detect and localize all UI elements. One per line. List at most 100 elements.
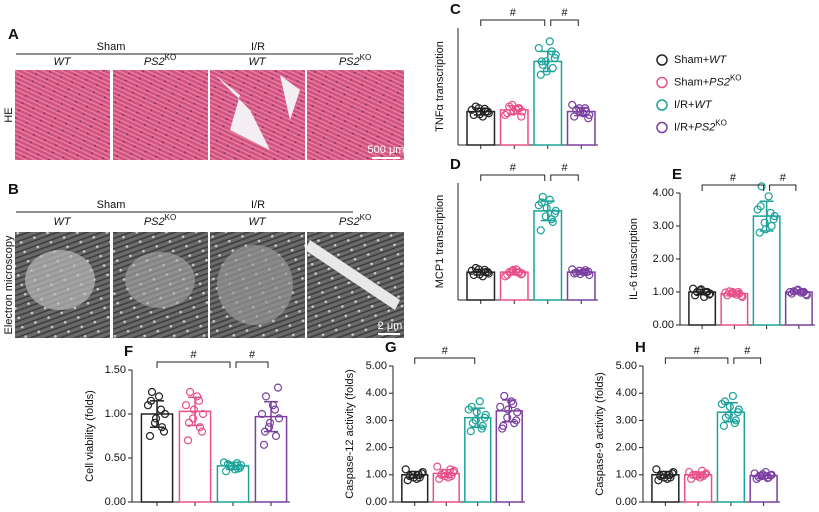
y-tick-label: 3.00	[366, 414, 387, 426]
scale-label: 500 μm	[368, 144, 405, 156]
error-bar	[188, 396, 202, 427]
data-point	[785, 287, 794, 297]
he-image	[113, 70, 208, 160]
significance-bracket	[414, 357, 476, 364]
data-point	[156, 405, 166, 414]
significance-label: #	[510, 162, 517, 174]
data-point	[184, 418, 194, 427]
error-bar	[473, 107, 488, 116]
y-axis-label: MCP1 transcription	[434, 195, 446, 289]
y-axis-label: IL-6 transcription	[628, 218, 640, 300]
error-bar	[407, 470, 422, 479]
legend-marker	[656, 121, 668, 134]
error-bar	[658, 470, 673, 479]
significance-label: #	[744, 345, 751, 357]
data-point	[656, 472, 665, 481]
label-italic: PS2	[144, 216, 165, 228]
data-point	[401, 465, 410, 474]
group-label: Sham	[97, 199, 126, 211]
label-italic: WT	[248, 216, 266, 228]
label-italic: WT	[694, 99, 712, 111]
legend-marker	[656, 76, 668, 89]
data-point	[700, 292, 709, 302]
data-point	[545, 37, 554, 46]
group-label: Sham	[97, 41, 126, 53]
data-point	[572, 268, 581, 277]
data-point	[769, 215, 778, 224]
data-point	[223, 460, 233, 469]
data-point	[183, 436, 193, 445]
error-bar	[473, 268, 488, 276]
data-point	[271, 431, 281, 441]
data-point	[733, 408, 742, 417]
data-point	[537, 198, 546, 207]
data-point	[513, 408, 522, 417]
panel-letter: D	[450, 156, 461, 173]
subgroup-label: PS2KO	[339, 213, 371, 228]
data-point	[475, 397, 484, 406]
data-point	[538, 60, 547, 69]
label-italic: WT	[53, 56, 71, 68]
significance-label: #	[442, 345, 449, 357]
panel-letter: E	[672, 166, 682, 183]
data-point	[265, 418, 275, 427]
legend-label: Sham+WT	[674, 54, 728, 66]
bar	[140, 413, 174, 503]
label-sup: KO	[360, 213, 372, 222]
label-sup: KO	[730, 74, 742, 83]
label-italic: WT	[53, 216, 71, 228]
y-tick-label: 1.50	[105, 364, 126, 376]
subgroup-label: PS2KO	[144, 213, 176, 228]
y-tick-label: 0.00	[616, 496, 637, 508]
data-point	[698, 466, 707, 475]
data-point	[194, 396, 204, 405]
bar	[495, 410, 523, 503]
data-point	[568, 100, 577, 109]
image-panels	[15, 70, 404, 338]
significance-bracket	[480, 174, 546, 181]
y-tick-label: 4.00	[616, 387, 637, 399]
data-point	[789, 287, 798, 296]
significance-label: #	[561, 162, 568, 174]
data-point	[584, 114, 593, 123]
data-point	[537, 57, 546, 66]
y-tick-label: 0.50	[105, 452, 126, 464]
data-point	[151, 414, 161, 423]
data-point	[480, 413, 489, 422]
y-tick-label: 1.00	[653, 286, 674, 298]
significance-bracket	[701, 184, 765, 191]
data-point	[197, 427, 207, 436]
data-point	[441, 472, 450, 481]
legend-label: I/R+WT	[674, 99, 713, 111]
error-bar	[150, 400, 164, 428]
significance-bracket	[550, 19, 579, 26]
data-point	[496, 402, 505, 411]
error-bar	[791, 289, 806, 295]
data-point	[154, 392, 164, 401]
significance-label: #	[510, 7, 517, 19]
y-axis-label: Caspase-9 activity (folds)	[594, 372, 606, 496]
significance-bracket	[235, 361, 269, 368]
data-point	[730, 419, 739, 428]
label-sup: KO	[165, 53, 177, 62]
y-tick-label: 5.00	[366, 360, 387, 372]
data-point	[259, 440, 269, 449]
data-point	[270, 405, 280, 414]
label-italic: WT	[248, 56, 266, 68]
data-point	[728, 391, 737, 401]
error-bar	[264, 400, 278, 433]
bar	[749, 474, 778, 503]
he-gap	[215, 75, 300, 150]
label-italic: PS2	[709, 76, 730, 88]
data-point	[721, 288, 730, 297]
data-point	[471, 102, 480, 111]
label-prefix: I/R+	[674, 121, 694, 133]
data-point	[689, 470, 698, 479]
y-tick-label: 2.00	[616, 442, 637, 454]
data-point	[198, 409, 208, 419]
data-point	[729, 289, 738, 298]
significance-label: #	[249, 349, 256, 361]
bar	[533, 60, 563, 146]
data-point	[756, 202, 765, 211]
y-tick-label: 3.00	[653, 220, 674, 232]
